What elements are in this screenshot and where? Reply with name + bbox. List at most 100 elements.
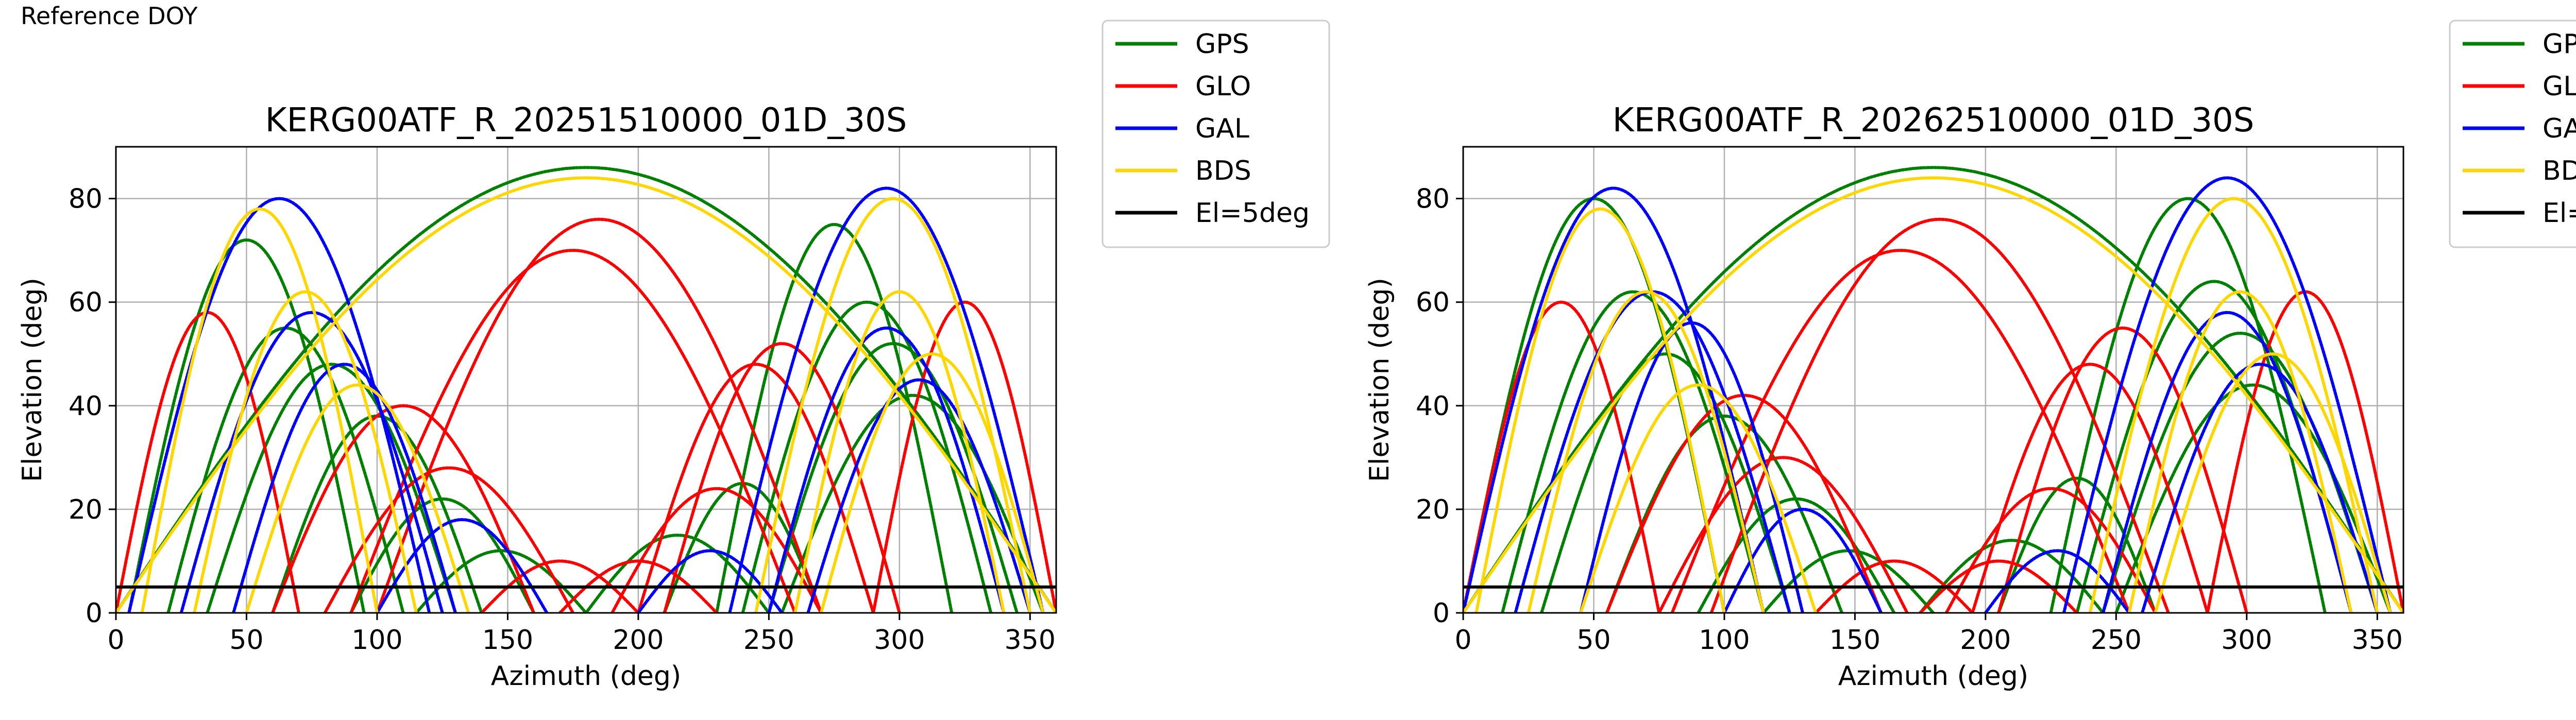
- track-bds: [1579, 383, 1818, 613]
- track-bds: [193, 290, 418, 613]
- track-glo: [1997, 326, 2248, 613]
- series-gps: [116, 166, 1056, 613]
- series-gal: [1463, 176, 2392, 613]
- x-tick-label: 300: [2221, 625, 2272, 656]
- track-gps: [1501, 290, 1765, 613]
- legend-label: GPS: [2543, 29, 2576, 60]
- legend: GPS GLO GAL BDS El=5deg: [1101, 20, 1330, 248]
- chart-panel-right: 0 50 100 150 200 250 300 350 0 20 40 60 80 KERG00ATF_…: [1364, 20, 2576, 692]
- legend-label: BDS: [2543, 156, 2576, 186]
- x-axis-label: Azimuth (deg): [491, 661, 681, 692]
- track-gps: [349, 497, 536, 613]
- track-gal: [2141, 363, 2379, 613]
- x-tick-label: 0: [1454, 625, 1471, 656]
- track-gal: [728, 186, 1045, 613]
- y-tick-label: 60: [69, 287, 103, 318]
- track-bds: [1475, 207, 1726, 613]
- track-bds: [2088, 197, 2379, 613]
- track-gal: [232, 363, 457, 613]
- legend-label: El=5deg: [2543, 198, 2576, 229]
- legend-label: GPS: [1195, 29, 1249, 60]
- track-glo: [1709, 217, 2170, 613]
- y-tick-label: 0: [86, 598, 103, 629]
- track-glo: [375, 217, 823, 613]
- track-gps: [1605, 414, 1844, 613]
- y-tick-label: 80: [69, 184, 103, 215]
- track-gps: [116, 166, 1056, 613]
- x-tick-label: 100: [1699, 625, 1750, 656]
- x-axis-label: Azimuth (deg): [1838, 661, 2028, 692]
- track-glo: [1971, 363, 2209, 613]
- x-tick-label: 0: [107, 625, 124, 656]
- legend-label: GAL: [2543, 113, 2576, 144]
- track-gps: [206, 363, 457, 613]
- track-gps: [1463, 166, 2403, 613]
- track-bds: [116, 176, 1056, 613]
- track-gps: [415, 549, 588, 613]
- chart-title: KERG00ATF_R_20251510000_01D_30S: [265, 101, 907, 140]
- plot-frame: [115, 146, 1057, 614]
- y-tick-label: 40: [1416, 391, 1450, 422]
- track-gps: [127, 238, 366, 613]
- y-axis-label: Elevation (deg): [17, 278, 48, 482]
- track-gal: [179, 311, 444, 613]
- x-tick-label: 350: [2352, 625, 2403, 656]
- x-tick-label: 250: [743, 625, 794, 656]
- track-bds: [2127, 290, 2353, 613]
- plot-frame: [1462, 146, 2404, 614]
- chart-title: KERG00ATF_R_20262510000_01D_30S: [1613, 101, 2255, 140]
- data-layer: [1463, 166, 2403, 613]
- track-gal: [1463, 186, 1765, 613]
- legend-label: BDS: [1195, 156, 1251, 186]
- track-bds: [140, 207, 379, 613]
- track-bds: [1463, 176, 2403, 613]
- track-glo: [116, 311, 300, 613]
- track-gps: [2102, 331, 2379, 613]
- track-gal: [767, 326, 1006, 613]
- legend-box: [1101, 20, 1330, 248]
- x-tick-label: 350: [1005, 625, 1056, 656]
- track-gps: [780, 393, 1045, 613]
- y-tick-label: 20: [69, 494, 103, 525]
- track-glo: [323, 466, 575, 613]
- series-bds: [116, 176, 1056, 613]
- track-bds: [1527, 290, 1765, 613]
- track-gps: [2114, 383, 2392, 613]
- track-bds: [754, 197, 1032, 613]
- x-tick-label: 150: [1829, 625, 1880, 656]
- y-tick-label: 20: [1416, 494, 1450, 525]
- track-gal: [2062, 176, 2392, 613]
- legend-box: [2449, 20, 2576, 248]
- series-bds: [1463, 176, 2403, 613]
- track-glo: [1657, 456, 1909, 613]
- y-tick-label: 0: [1433, 598, 1450, 629]
- track-glo: [636, 363, 875, 613]
- x-tick-label: 150: [482, 625, 533, 656]
- y-tick-label: 80: [1416, 184, 1450, 215]
- track-gps: [1997, 476, 2157, 613]
- track-gal: [636, 549, 784, 613]
- track-glo: [872, 300, 1056, 613]
- chart-panel-left: 0 50 100 150 200 250 300 350 0 20 40 60 80 KERG00ATF_…: [17, 20, 1330, 692]
- track-bds: [2154, 352, 2392, 613]
- legend-label: GLO: [2543, 71, 2576, 102]
- track-glo: [1670, 249, 2131, 613]
- track-gal: [1984, 549, 2131, 613]
- legend-label: El=5deg: [1195, 198, 1310, 229]
- x-tick-label: 300: [874, 625, 925, 656]
- track-bds: [819, 352, 1045, 613]
- x-tick-label: 200: [613, 625, 664, 656]
- x-tick-label: 100: [351, 625, 402, 656]
- track-gal: [1722, 507, 1883, 613]
- data-layer: [116, 166, 1056, 613]
- x-tick-label: 200: [1960, 625, 2011, 656]
- track-bds: [793, 290, 1006, 613]
- track-glo: [1463, 300, 1661, 613]
- legend: GPS GLO GAL BDS El=5deg: [2449, 20, 2576, 248]
- track-glo: [271, 404, 536, 613]
- y-tick-label: 60: [1416, 287, 1450, 318]
- legend-label: GAL: [1195, 113, 1249, 144]
- x-tick-label: 50: [1577, 625, 1611, 656]
- series-glo: [1463, 217, 2403, 613]
